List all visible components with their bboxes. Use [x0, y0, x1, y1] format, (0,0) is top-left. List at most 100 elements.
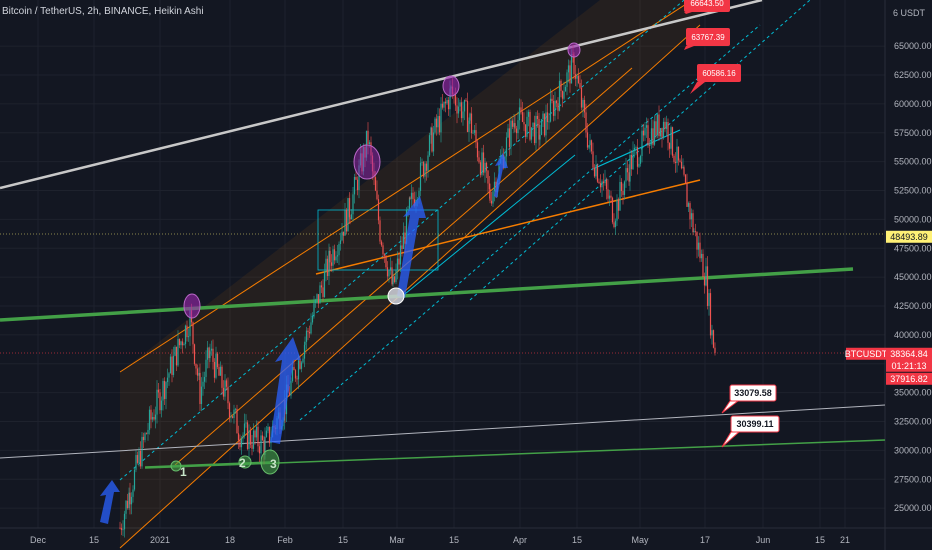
candle-body	[296, 378, 298, 380]
candle-body	[482, 152, 485, 173]
candle-body	[536, 115, 539, 119]
candle-body	[538, 118, 540, 140]
candle-body	[485, 162, 488, 171]
candle-body	[325, 258, 327, 272]
candle-body	[326, 258, 329, 277]
candle-body	[650, 128, 653, 145]
candle-body	[254, 430, 256, 438]
candle-body	[385, 255, 387, 268]
marker-1: 1	[180, 465, 187, 479]
candle-body	[216, 353, 219, 368]
candle-body	[377, 199, 380, 221]
candle-body	[336, 255, 339, 257]
candle-body	[435, 118, 438, 128]
candle-body	[333, 249, 336, 261]
candle-body	[419, 162, 422, 191]
candle-body	[268, 426, 271, 444]
candle-body	[405, 209, 408, 244]
candle-body	[619, 182, 621, 211]
candle-body	[489, 188, 491, 201]
candle-body	[673, 155, 675, 162]
candle-body	[339, 240, 342, 244]
level-price-tag	[886, 230, 932, 243]
candle-body	[588, 145, 590, 148]
candle-body	[476, 142, 479, 158]
candle-body	[132, 489, 134, 497]
candle-body	[189, 310, 191, 337]
candle-body	[399, 245, 402, 265]
candle-body	[424, 163, 426, 177]
orange-trendline-lower	[315, 179, 701, 275]
candle-body	[598, 181, 600, 184]
candle-body	[462, 111, 464, 119]
candle-body	[300, 362, 303, 369]
candle-body	[616, 199, 618, 221]
y-tick-label: 57500.00	[894, 128, 932, 138]
candle-body	[126, 500, 129, 508]
callout-pointer	[684, 46, 694, 50]
candle-body	[558, 80, 561, 111]
candle-body	[303, 344, 306, 359]
candle-body	[365, 130, 368, 158]
candle-body	[635, 147, 637, 149]
candle-body	[535, 115, 537, 144]
bar-countdown-text: 01:21:13	[891, 361, 926, 371]
candle-body	[260, 435, 262, 454]
candle-body	[125, 500, 127, 514]
candle-body	[144, 433, 146, 441]
candle-body	[472, 132, 474, 134]
candle-body	[159, 392, 161, 411]
candle-body	[532, 122, 534, 128]
candle-body	[561, 90, 564, 99]
candle-body	[589, 140, 591, 146]
candle-body	[294, 370, 297, 379]
candle-body	[335, 256, 337, 261]
y-tick-label: 45000.00	[894, 272, 932, 282]
y-tick-label: 47500.00	[894, 243, 932, 253]
level-price-text: 48493.89	[890, 232, 928, 242]
candle-body	[539, 134, 541, 140]
thin-white-line	[0, 404, 886, 459]
candle-body	[401, 245, 403, 249]
candle-body	[434, 118, 436, 133]
candle-body	[181, 341, 184, 346]
y-tick-label: 55000.00	[894, 157, 932, 167]
x-tick-label: May	[631, 535, 649, 545]
callout-pointer	[684, 12, 692, 14]
candle-body	[475, 130, 477, 143]
candle-body	[676, 146, 678, 163]
candle-body	[195, 363, 197, 369]
candle-body	[160, 400, 163, 411]
candle-body	[607, 189, 609, 199]
candle-body	[208, 347, 210, 359]
candle-body	[639, 155, 642, 164]
candle-body	[677, 146, 680, 161]
candle-body	[662, 121, 665, 138]
candle-body	[358, 165, 360, 191]
candle-body	[689, 203, 691, 220]
candle-body	[446, 99, 448, 104]
candle-body	[551, 98, 553, 102]
candle-body	[392, 276, 394, 285]
candle-body	[655, 121, 657, 136]
candle-body	[352, 194, 354, 215]
candle-body	[567, 65, 570, 73]
x-axis: Dec 15 2021 18 Feb 15 Mar 15 Apr 15 May 17 Jun 15 21	[30, 535, 850, 545]
candle-body	[484, 162, 486, 173]
candle-body	[297, 360, 300, 380]
candle-body	[560, 80, 562, 91]
candle-body	[147, 429, 149, 435]
candle-body	[579, 82, 581, 88]
callout-label: 30399.11	[736, 419, 773, 429]
candle-body	[466, 100, 469, 132]
candle-body	[690, 213, 693, 220]
candle-body	[468, 120, 470, 132]
candle-body	[237, 433, 240, 441]
candle-body	[345, 209, 348, 232]
purple-circle-4	[567, 42, 581, 58]
candle-body	[441, 103, 444, 108]
candle-body	[410, 192, 413, 199]
candle-body	[379, 220, 381, 242]
candle-body	[291, 366, 294, 382]
